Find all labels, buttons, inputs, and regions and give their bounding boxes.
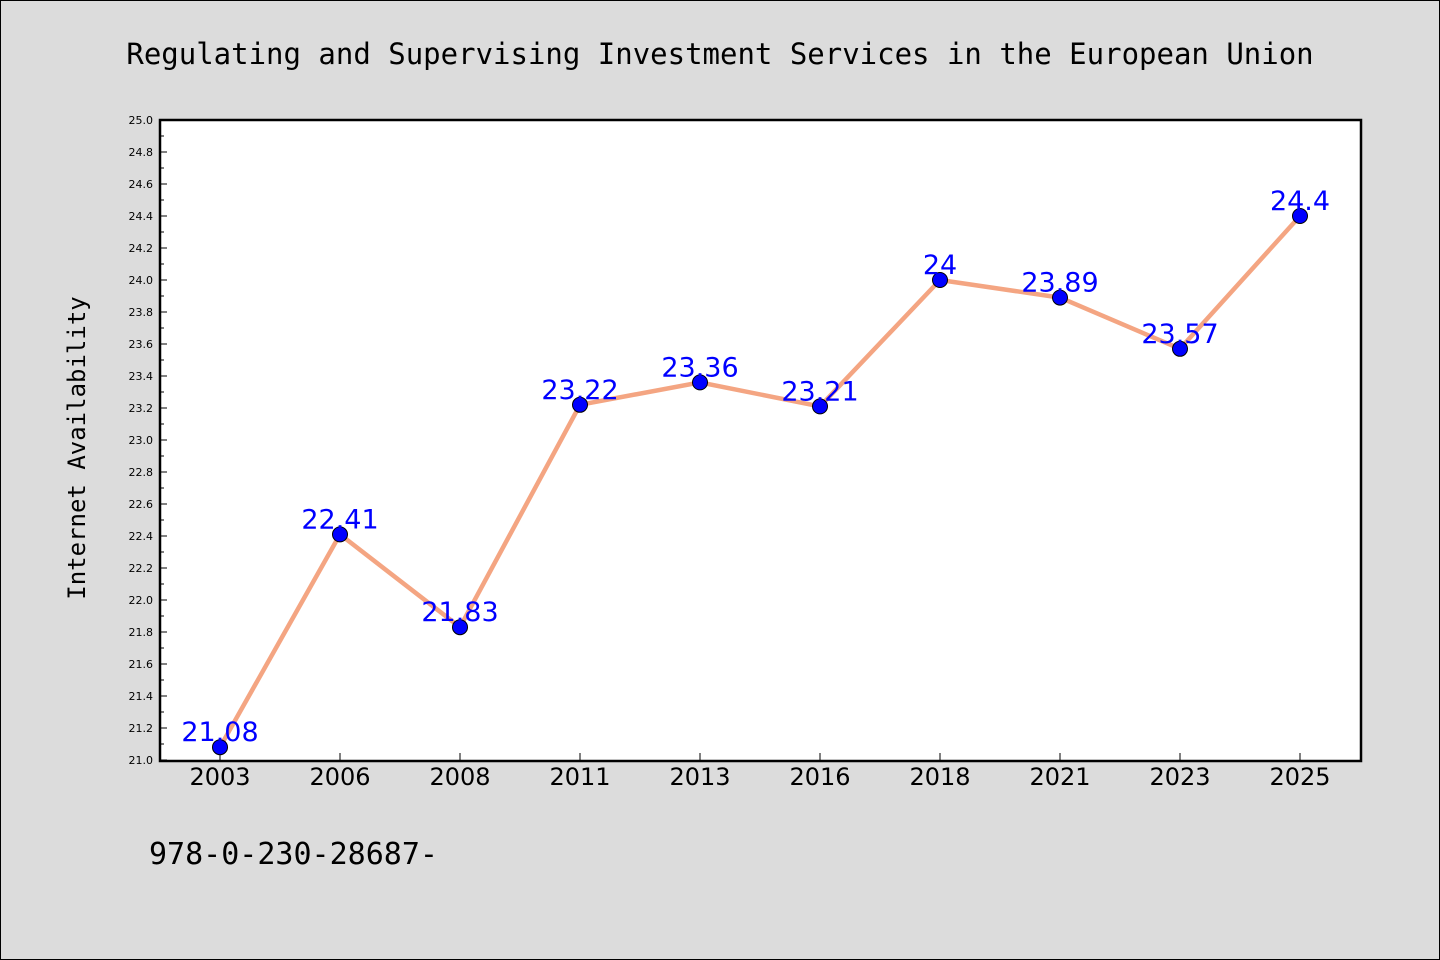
x-tick-label: 2021 [1029, 763, 1090, 791]
y-tick-label: 22.4 [129, 530, 154, 543]
data-point [812, 398, 828, 415]
footer-isbn: 978-0-230-28687- [149, 837, 438, 872]
chart-title: Regulating and Supervising Investment Se… [126, 37, 1313, 71]
y-tick-label: 24.8 [129, 146, 154, 159]
data-point [932, 272, 948, 288]
data-point [332, 526, 348, 543]
data-label: 24 [923, 250, 957, 281]
data-label: 22.41 [301, 504, 378, 535]
data-label: 24.4 [1270, 186, 1330, 217]
data-label: 23.57 [1141, 319, 1218, 350]
data-point [1172, 340, 1188, 357]
y-tick-label: 21.4 [129, 690, 154, 703]
y-tick-label: 24.4 [129, 210, 154, 223]
x-tick-label: 2011 [549, 763, 610, 791]
x-tick-label: 2016 [789, 763, 850, 791]
y-tick-label: 21.8 [129, 626, 154, 639]
y-tick-label: 22.6 [129, 498, 154, 511]
data-point [212, 739, 228, 756]
data-label: 23.22 [541, 375, 618, 406]
y-axis: 21.0 21.2 21.4 21.6 21.8 22.0 22.2 22.4 22.6 22.8… [129, 114, 167, 767]
series-line [217, 213, 1303, 750]
data-label: 23.21 [781, 376, 858, 407]
data-label: 23.89 [1021, 268, 1098, 299]
data-point [572, 396, 588, 413]
y-tick-label: 23.0 [129, 434, 154, 447]
y-axis-label: Internet Availability [63, 296, 91, 599]
y-tick-label: 23.8 [129, 306, 154, 319]
x-tick-label: 2006 [309, 763, 370, 791]
y-tick-label: 22.2 [129, 562, 154, 575]
y-tick-label: 21.0 [129, 754, 154, 767]
y-tick-label: 23.6 [129, 338, 154, 351]
data-point [1292, 208, 1308, 224]
y-tick-label: 22.8 [129, 466, 154, 479]
y-tick-label: 24.0 [129, 274, 154, 287]
y-tick-label: 22.0 [129, 594, 154, 607]
plot-area [158, 118, 1363, 763]
x-tick-label: 2008 [429, 763, 490, 791]
y-tick-label: 23.2 [129, 402, 154, 415]
y-tick-label: 24.6 [129, 178, 154, 191]
data-label-layer: 21.08 22.41 21.83 23.22 23.36 23.21 24 23.89 23.… [181, 186, 1330, 748]
series-layer [212, 208, 1308, 756]
x-tick-label: 2025 [1269, 763, 1330, 791]
x-tick-label: 2018 [909, 763, 970, 791]
x-axis: 2003 2006 2008 2011 2013 2016 2018 2021 2023 2025 [189, 753, 1331, 791]
x-tick-label: 2003 [189, 763, 250, 791]
y-tick-label: 25.0 [129, 114, 154, 127]
y-tick-label: 24.2 [129, 242, 154, 255]
x-tick-label: 2013 [669, 763, 730, 791]
data-point [692, 374, 708, 391]
x-tick-label: 2023 [1149, 763, 1210, 791]
y-tick-label: 21.6 [129, 658, 154, 671]
data-label: 21.08 [181, 717, 258, 748]
y-tick-label: 23.4 [129, 370, 154, 383]
data-label: 21.83 [421, 597, 498, 628]
data-label: 23.36 [661, 352, 738, 383]
y-tick-label: 21.2 [129, 722, 154, 735]
data-point [1052, 289, 1068, 306]
data-point [452, 619, 468, 636]
